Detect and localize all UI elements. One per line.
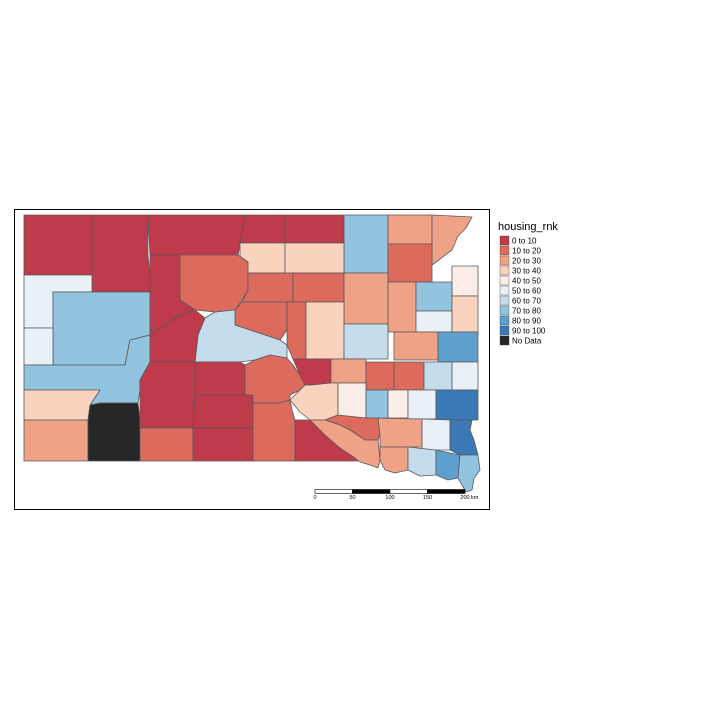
- county-mcpherson[interactable]: [284, 214, 345, 244]
- county-lake[interactable]: [423, 361, 453, 391]
- legend-label-0: 0 to 10: [512, 237, 537, 246]
- county-fall-river[interactable]: [23, 419, 89, 462]
- county-hyde[interactable]: [286, 301, 307, 360]
- county-mccook[interactable]: [407, 389, 437, 420]
- county-spink[interactable]: [343, 272, 389, 325]
- legend-label-9: 90 to 100: [512, 327, 546, 336]
- scale-tick-0: 0: [313, 495, 316, 501]
- county-sanborn[interactable]: [365, 361, 395, 391]
- county-turner[interactable]: [421, 418, 451, 451]
- county-jerauld[interactable]: [330, 358, 367, 384]
- county-lincoln[interactable]: [449, 419, 479, 456]
- county-hand[interactable]: [305, 301, 345, 360]
- county-yankton[interactable]: [407, 446, 437, 477]
- legend-label-1: 10 to 20: [512, 247, 541, 256]
- county-perkins[interactable]: [91, 214, 151, 293]
- county-gregory[interactable]: [309, 419, 381, 469]
- legend-swatch-10: [499, 335, 510, 346]
- scale-tick-50: 50: [349, 495, 355, 501]
- county-campbell[interactable]: [239, 214, 286, 244]
- county-bennett[interactable]: [139, 427, 194, 462]
- legend-swatch-7: [499, 305, 510, 316]
- scale-segment-2: [352, 489, 391, 494]
- county-harding[interactable]: [23, 214, 93, 276]
- scale-tick-150: 150: [423, 495, 432, 501]
- legend-swatch-5: [499, 285, 510, 296]
- county-moody[interactable]: [451, 361, 479, 391]
- county-aurora[interactable]: [337, 382, 367, 419]
- county-marshall[interactable]: [387, 214, 433, 245]
- county-miner[interactable]: [393, 361, 425, 391]
- county-roberts[interactable]: [431, 214, 473, 266]
- county-edmunds[interactable]: [284, 242, 345, 274]
- county-potter[interactable]: [241, 272, 294, 303]
- county-faulk[interactable]: [292, 272, 345, 303]
- legend-title: housing_rnk: [498, 221, 558, 233]
- scale-tick-100: 100: [385, 495, 394, 501]
- county-hutchinson[interactable]: [377, 417, 423, 448]
- county-codington[interactable]: [415, 281, 453, 312]
- scale-tick-200: 200: [460, 495, 469, 501]
- county-union[interactable]: [457, 454, 481, 493]
- county-roberts-south[interactable]: [451, 295, 479, 333]
- legend-swatch-1: [499, 245, 510, 256]
- legend-label-10: No Data: [512, 337, 542, 346]
- county-brookings[interactable]: [437, 331, 479, 363]
- county-hanson[interactable]: [387, 389, 409, 419]
- legend-label-3: 30 to 40: [512, 267, 541, 276]
- county-jackson[interactable]: [139, 361, 196, 429]
- legend-label-4: 40 to 50: [512, 277, 541, 286]
- county-corson[interactable]: [147, 214, 246, 256]
- scale-segment-1: [314, 489, 353, 494]
- county-kingsbury[interactable]: [393, 331, 439, 361]
- county-deuel[interactable]: [415, 310, 453, 333]
- county-lyman[interactable]: [252, 399, 296, 462]
- county-clay[interactable]: [435, 449, 461, 481]
- legend-swatch-2: [499, 255, 510, 266]
- legend-label-7: 70 to 80: [512, 307, 541, 316]
- county-minnehaha[interactable]: [435, 389, 479, 421]
- scale-segment-4: [427, 489, 466, 494]
- legend-label-5: 50 to 60: [512, 287, 541, 296]
- legend-swatch-6: [499, 295, 510, 306]
- legend-swatch-9: [499, 325, 510, 336]
- legend-swatch-0: [499, 235, 510, 246]
- legend-label-6: 60 to 70: [512, 297, 541, 306]
- county-day[interactable]: [387, 243, 433, 283]
- county-davison[interactable]: [365, 389, 389, 419]
- county-clark[interactable]: [387, 281, 417, 333]
- county-bon-homme[interactable]: [379, 446, 409, 474]
- county-jones[interactable]: [194, 361, 246, 396]
- legend-swatch-8: [499, 315, 510, 326]
- legend-swatch-4: [499, 275, 510, 286]
- county-dewey[interactable]: [179, 254, 249, 313]
- county-mellette[interactable]: [192, 394, 254, 429]
- county-beadle[interactable]: [343, 323, 389, 360]
- county-oglala[interactable]: [87, 402, 141, 462]
- scale-unit: km: [471, 495, 479, 501]
- legend-label-8: 80 to 90: [512, 317, 541, 326]
- legend-label-2: 20 to 30: [512, 257, 541, 266]
- scale-bar: 0 50 100 150 200 km: [313, 489, 479, 501]
- county-brown[interactable]: [343, 214, 389, 274]
- scale-segment-3: [389, 489, 428, 494]
- legend-swatch-3: [499, 265, 510, 276]
- county-layer: [23, 214, 481, 493]
- county-todd[interactable]: [192, 427, 254, 462]
- county-lawrence[interactable]: [23, 327, 54, 366]
- county-grant[interactable]: [451, 265, 479, 297]
